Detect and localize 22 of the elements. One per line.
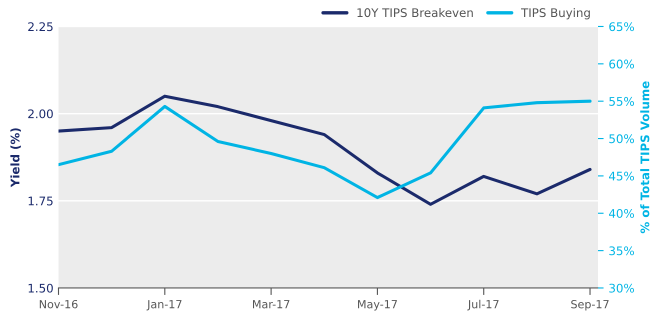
x-tick-label: Jul-17: [467, 300, 499, 310]
legend-label: TIPS Buying: [521, 8, 590, 20]
x-tick-label: Mar-17: [253, 300, 290, 308]
y2-tick-label: 40%: [608, 208, 634, 218]
y2-tick-label: 50%: [609, 134, 634, 144]
y-tick-label: 2.25: [28, 22, 53, 32]
y2-tick-label: 30%: [609, 284, 634, 293]
x-tick-label: Sep-17: [571, 300, 609, 311]
y2-tick-label: 45%: [608, 172, 634, 181]
y-tick-label: 1.50: [28, 284, 53, 293]
y2-axis-title: % of Total TIPS Volume: [640, 81, 650, 234]
y-axis-title: Yield (%): [10, 128, 21, 188]
y2-tick-label: 55%: [609, 96, 634, 106]
y2-tick-label: 60%: [609, 60, 634, 68]
x-tick-label: May-17: [358, 300, 397, 311]
legend-label: 10Y TIPS Breakeven: [357, 8, 473, 18]
y2-tick-label: 35%: [609, 246, 634, 256]
y-tick-label: 1.75: [28, 196, 53, 206]
x-tick-label: Jan-17: [146, 300, 182, 310]
x-tick-label: Nov-16: [40, 300, 78, 308]
y2-tick-label: 65%: [609, 22, 634, 32]
y-tick-label: 2.00: [28, 109, 53, 118]
